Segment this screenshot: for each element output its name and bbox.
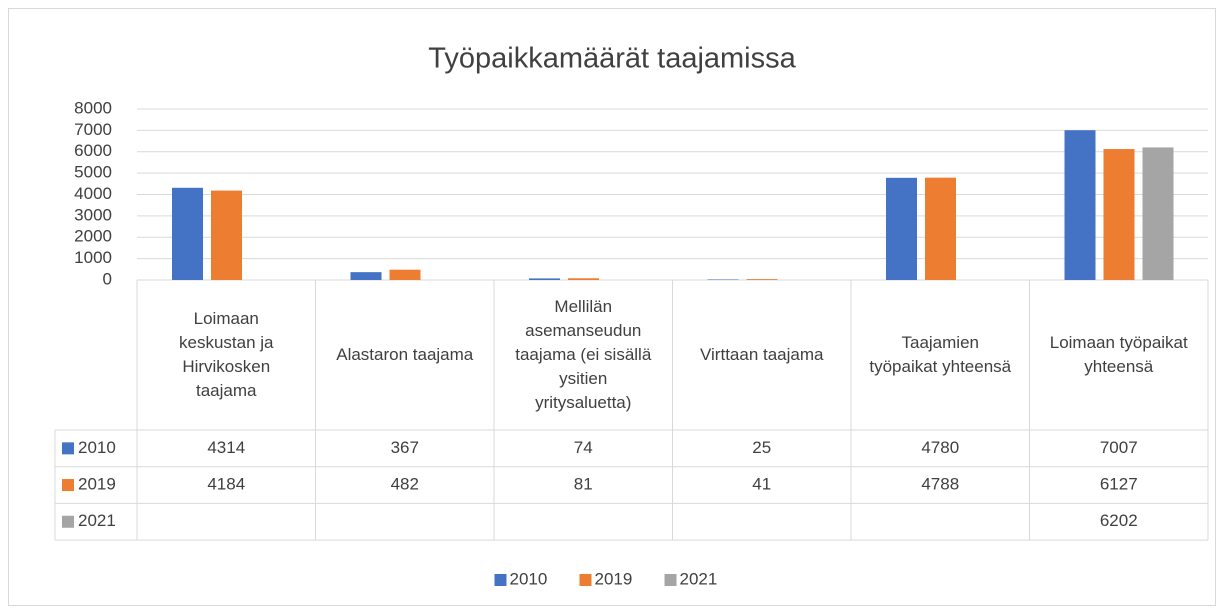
y-tick-label: 8000 [74, 98, 112, 117]
category-text: Loimaan työpaikat yhteensä [1049, 333, 1188, 376]
chart-title: Työpaikkamäärät taajamissa [428, 43, 796, 75]
bar [172, 187, 203, 280]
bar [350, 272, 382, 280]
bar [529, 278, 560, 280]
x-tick-label: Loimaan työpaikat yhteensä [1030, 280, 1209, 430]
table-series-name: 2019 [78, 475, 116, 494]
x-tick-label: Virttaan taajama [673, 280, 852, 430]
table-value: 4314 [207, 438, 245, 457]
legend-swatch [579, 574, 592, 586]
x-tick-label: Loimaan keskustan ja Hirvikosken taajama [137, 280, 316, 430]
table-value: 25 [752, 438, 771, 457]
table-value: 74 [574, 438, 593, 457]
table-value: 41 [752, 475, 771, 494]
chart-border [8, 8, 1216, 606]
table-value: 4780 [921, 438, 959, 457]
table-series-name: 2021 [78, 511, 116, 530]
bar [1064, 130, 1096, 280]
category-text: Loimaan keskustan ja Hirvikosken taajama [179, 309, 274, 400]
category-text: Mellilän asemanseudun taajama (ei sisäll… [515, 297, 652, 412]
table-swatch [62, 515, 74, 528]
table-value: 81 [574, 475, 593, 494]
bar [568, 278, 599, 280]
table-value: 7007 [1100, 438, 1138, 457]
bar [925, 177, 956, 280]
y-tick-label: 5000 [74, 163, 112, 182]
category-text: Alastaron taajama [336, 345, 474, 364]
table-value: 4184 [207, 475, 245, 494]
y-tick-label: 7000 [74, 120, 112, 139]
x-tick-label: Alastaron taajama [316, 280, 495, 430]
x-tick-label: Mellilän asemanseudun taajama (ei sisäll… [494, 280, 673, 430]
y-tick-label: 1000 [74, 248, 112, 267]
legend-label: 2010 [510, 569, 548, 588]
legend-swatch [494, 574, 507, 586]
bar [886, 177, 917, 280]
table-value: 6202 [1100, 511, 1138, 530]
table-swatch [62, 479, 74, 492]
y-tick-label: 4000 [74, 184, 112, 203]
table-series-name: 2010 [78, 438, 116, 457]
legend-label: 2021 [680, 569, 718, 588]
y-tick-label: 6000 [74, 141, 112, 160]
y-tick-label: 2000 [74, 227, 112, 246]
bar [211, 190, 242, 280]
bar [389, 269, 421, 280]
table-value: 4788 [921, 475, 959, 494]
bar [746, 279, 778, 280]
table-value: 6127 [1100, 475, 1138, 494]
table-value: 482 [391, 475, 419, 494]
y-tick-label: 3000 [74, 205, 112, 224]
bar [707, 279, 739, 280]
y-tick-label: 0 [103, 269, 112, 288]
legend-swatch [664, 574, 677, 586]
bar [1103, 149, 1135, 280]
x-tick-label: Taajamien työpaikat yhteensä [851, 280, 1030, 430]
category-text: Taajamien työpaikat yhteensä [869, 333, 1012, 376]
table-value: 367 [391, 438, 419, 457]
category-text: Virttaan taajama [700, 345, 824, 364]
legend-label: 2019 [595, 569, 633, 588]
table-swatch [62, 442, 74, 455]
bar [1142, 147, 1174, 280]
